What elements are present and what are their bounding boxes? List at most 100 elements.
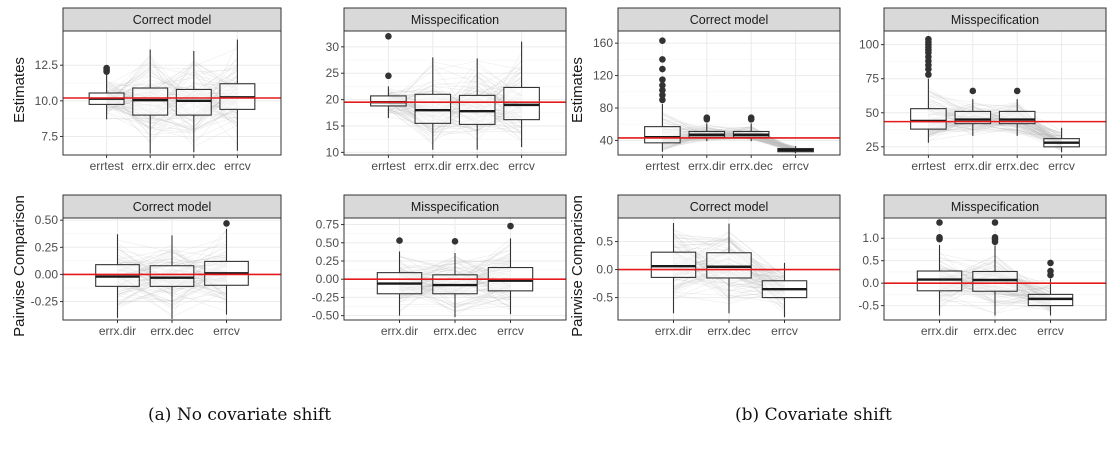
trajectory-line [928, 115, 1062, 134]
trajectory-line [662, 111, 796, 152]
x-tick-label: errcv [1037, 324, 1064, 338]
trajectory-line [388, 72, 522, 145]
trajectory-line [388, 94, 522, 130]
trajectory-line [928, 114, 1062, 143]
trajectory-line [388, 100, 522, 131]
y-tick-label: -0.25 [312, 290, 340, 304]
trajectory-line [928, 111, 1062, 137]
outlier-point [703, 114, 711, 122]
box-iqr [503, 86, 540, 121]
x-tick-label: errcv [508, 159, 535, 173]
trajectory-lines [388, 52, 522, 145]
x-tick-label: errtest [90, 159, 125, 173]
trajectory-line [928, 109, 1062, 146]
trajectory-line [662, 131, 796, 154]
y-tick-label: 0.50 [316, 236, 340, 250]
trajectory-line [928, 109, 1062, 147]
trajectory-line [388, 103, 522, 140]
outlier-point [385, 72, 392, 80]
plot-area [618, 37, 840, 154]
box-errx.dir [650, 223, 697, 314]
trajectory-line [388, 65, 522, 128]
trajectory-line [662, 124, 796, 151]
plot-area [884, 219, 1106, 316]
trajectory-line [106, 57, 238, 114]
facet-strip [62, 7, 282, 32]
trajectory-line [662, 128, 796, 152]
box-iqr [916, 270, 963, 292]
trajectory-line [662, 125, 796, 152]
x-tick-label: errx.dir [99, 324, 136, 338]
trajectory-line [928, 105, 1062, 143]
trajectory-line [662, 132, 796, 150]
trajectory-line [928, 111, 1062, 137]
trajectory-line [928, 107, 1062, 146]
trajectory-line [928, 89, 1062, 150]
plot-area [344, 32, 566, 150]
trajectory-line [106, 84, 238, 97]
trajectory-line [388, 94, 522, 134]
outlier-point [747, 114, 755, 122]
outlier-point [659, 37, 666, 45]
trajectory-line [106, 71, 238, 145]
y-tick-label: 7.5 [41, 129, 58, 143]
trajectory-line [388, 82, 522, 142]
box-iqr [458, 94, 496, 125]
box-errx.dir [132, 49, 169, 154]
y-tick-label: 10 [326, 145, 340, 159]
facet-strip [617, 194, 841, 219]
x-tick-label: errx.dir [688, 159, 725, 173]
trajectory-line [106, 54, 238, 110]
trajectory-line [106, 101, 238, 131]
x-tick-label: errx.dec [730, 159, 773, 173]
x-tick-label: errx.dec [456, 159, 499, 173]
trajectory-line [928, 122, 1062, 145]
trajectory-line [928, 94, 1062, 144]
trajectory-line [106, 74, 238, 98]
trajectory-line [662, 128, 796, 151]
trajectory-line [106, 62, 238, 111]
trajectory-line [928, 116, 1062, 142]
outlier-point [991, 234, 999, 241]
trajectory-line [106, 93, 238, 114]
caption-a-text: No covariate shift [176, 405, 332, 425]
trajectory-line [388, 102, 522, 132]
trajectory-line [662, 129, 796, 152]
trajectory-line [388, 101, 522, 125]
trajectory-line [388, 73, 522, 135]
trajectory-line [106, 90, 238, 131]
outlier-point [925, 35, 932, 43]
y-tick-label: 120 [593, 69, 613, 83]
trajectory-line [662, 115, 796, 152]
trajectory-line [928, 127, 1062, 149]
trajectory-line [106, 76, 238, 128]
trajectory-line [662, 130, 796, 153]
trajectory-line [106, 86, 238, 136]
trajectory-line [388, 100, 522, 128]
trajectory-line [928, 109, 1062, 145]
trajectory-line [388, 95, 522, 124]
trajectory-line [928, 105, 1062, 132]
outlier-point [659, 82, 666, 89]
trajectory-line [388, 100, 522, 123]
y-tick-label: 40 [600, 133, 614, 147]
trajectory-line [662, 121, 796, 148]
trajectory-line [928, 108, 1062, 139]
y-tick-label: 0.75 [316, 218, 340, 232]
trajectory-line [388, 74, 522, 136]
panel-b3: Correct model -0.5 0.0 0.5 errx.dir errx.dec e… [569, 194, 841, 338]
y-tick-label: 0.0 [862, 276, 879, 290]
trajectory-line [388, 100, 522, 123]
box-errx.dec [706, 223, 752, 314]
trajectory-lines [106, 43, 238, 147]
trajectory-line [928, 110, 1062, 139]
trajectory-line [106, 70, 238, 120]
trajectory-line [106, 94, 238, 147]
trajectory-line [662, 135, 796, 147]
x-tick-label: errtest [371, 159, 406, 173]
x-tick-label: errx.dir [921, 324, 958, 338]
trajectory-line [662, 129, 796, 152]
trajectory-line [106, 89, 238, 130]
trajectory-line [928, 119, 1062, 148]
box-errtest [910, 35, 947, 143]
